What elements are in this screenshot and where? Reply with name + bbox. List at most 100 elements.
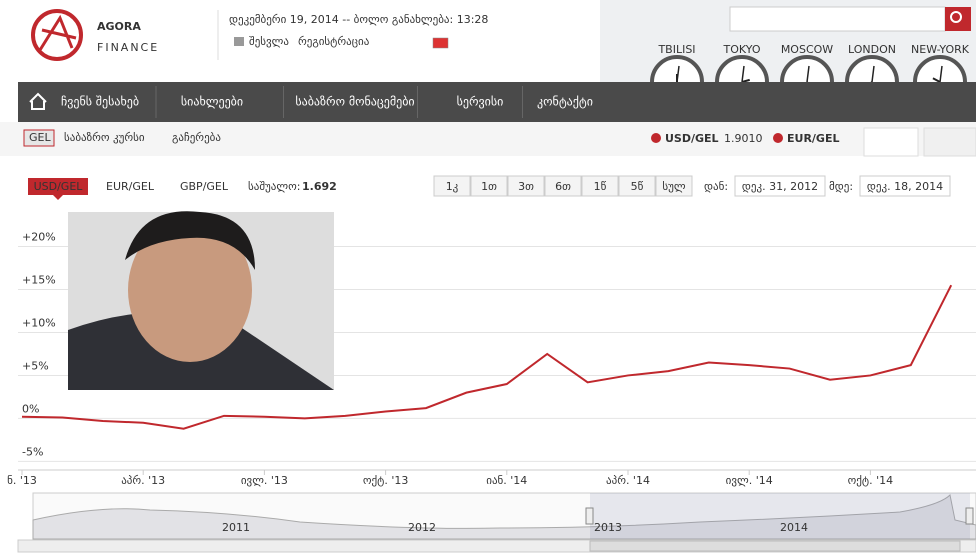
average-label: საშუალო:: [248, 180, 300, 193]
y-tick-label: 0%: [22, 402, 39, 415]
from-date: დეკ. 31, 2012: [742, 180, 818, 193]
search-input[interactable]: [729, 6, 946, 32]
line: [21, 284, 953, 430]
x-tick-label: ივლ. '13: [241, 474, 288, 487]
average: 1.692: [302, 180, 337, 193]
y-tick-label: -5%: [22, 445, 43, 458]
range-label[interactable]: 6თ: [555, 180, 571, 193]
range-label[interactable]: 1თ: [481, 180, 497, 193]
range-button[interactable]: [544, 175, 582, 197]
clock-city: TBILISI: [657, 43, 695, 56]
currency-badge: [23, 129, 55, 147]
clock-hand: [741, 65, 745, 83]
y-tick-label: +5%: [22, 359, 49, 372]
clock-city: NEW-YORK: [911, 43, 970, 56]
photo-face: [128, 218, 252, 362]
range-button[interactable]: [618, 175, 656, 197]
clock-hand: [871, 65, 875, 83]
clock-hand: [806, 65, 810, 83]
nav-bar: [18, 82, 976, 122]
range-button[interactable]: [507, 175, 545, 197]
y-tick-label: +20%: [22, 230, 56, 243]
from-input[interactable]: [734, 175, 826, 197]
y-tick-label: +10%: [22, 316, 56, 329]
navigator-year: 2013: [594, 521, 622, 534]
nav-item[interactable]: ჩვენს შესახებ: [61, 95, 139, 109]
view-tab[interactable]: [863, 127, 919, 157]
clock-hand: [932, 77, 941, 83]
currency-tab[interactable]: EUR/GEL: [106, 180, 155, 193]
rate-up-icon: [773, 133, 783, 143]
usd-label: USD/GEL: [665, 132, 719, 145]
currency: GEL: [29, 131, 51, 144]
tab-active: [28, 178, 88, 195]
subbar-bg: [0, 122, 976, 156]
x-tick-label: აპრ. '14: [606, 474, 650, 487]
navigator-handle[interactable]: [585, 507, 594, 525]
home-icon[interactable]: [29, 92, 47, 110]
clock-city: MOSCOW: [781, 43, 833, 56]
scrollbar-thumb[interactable]: [589, 540, 961, 552]
date: დეკემბერი 19, 2014 -- ბოლო განახლება: 13…: [229, 13, 488, 26]
clock-hand: [939, 65, 943, 83]
currency-tab[interactable]: GBP/GEL: [180, 180, 229, 193]
range-button[interactable]: [581, 175, 619, 197]
login[interactable]: შესვლა: [249, 35, 289, 48]
nav-item[interactable]: სიახლეები: [181, 95, 243, 109]
flag[interactable]: [432, 37, 449, 49]
rate-up-icon: [651, 133, 661, 143]
x-tick-label: ივლ. '14: [726, 474, 773, 487]
logo-word: FINANCE: [97, 41, 159, 54]
photo-hair: [125, 211, 255, 270]
register[interactable]: რეგისტრაცია: [298, 35, 370, 48]
logo[interactable]: AGORA FINANCE: [31, 9, 159, 61]
x-tick-label: იან. '14: [486, 474, 527, 487]
navigator-handle[interactable]: [965, 507, 974, 525]
logo-ring: [31, 9, 83, 61]
range-label[interactable]: სულ: [662, 180, 685, 193]
view-tab[interactable]: [923, 127, 976, 157]
to-input[interactable]: [859, 175, 951, 197]
x-tick-label: ნ. '13: [7, 474, 37, 487]
to-date: დეკ. 18, 2014: [867, 180, 943, 193]
range-button[interactable]: [655, 175, 693, 197]
range-label[interactable]: 3თ: [518, 180, 534, 193]
range-label[interactable]: 5წ: [631, 180, 644, 193]
logo-word: AGORA: [97, 20, 141, 33]
from-label: დან:: [704, 180, 728, 193]
range-label[interactable]: 1კ: [446, 180, 459, 193]
login-icon: [234, 37, 244, 46]
nav-item[interactable]: საბაზრო მონაცემები: [295, 95, 414, 109]
nav-item[interactable]: სერვისი: [457, 95, 504, 109]
range-button[interactable]: [433, 175, 471, 197]
clock-hand: [676, 65, 680, 83]
x-tick-label: ოქტ. '13: [363, 474, 409, 487]
navigator-year: 2014: [780, 521, 808, 534]
nav-item[interactable]: კონტაქტი: [537, 95, 593, 109]
navigator-years: 2011 2012 2013 2014: [222, 521, 808, 534]
clock-city: LONDON: [848, 43, 896, 56]
navigator-year: 2012: [408, 521, 436, 534]
eur-label: EUR/GEL: [787, 132, 840, 145]
chart-panel: USD/GEL EUR/GEL GBP/GEL საშუალო: 1.692 1კ 1თ 3თ…: [28, 175, 951, 200]
x-tick-label: ოქტ. '14: [848, 474, 894, 487]
search-button[interactable]: [945, 7, 971, 31]
tab-pointer: [53, 195, 63, 200]
navigator-window[interactable]: [590, 493, 970, 539]
stop[interactable]: გაჩერება: [172, 131, 221, 144]
usd-rate: 1.9010: [724, 132, 763, 145]
x-tick-label: აპრ. '13: [121, 474, 165, 487]
currency-tab[interactable]: USD/GEL: [34, 180, 84, 193]
nav: ჩვენს შესახებ სიახლეები საბაზრო მონაცემები…: [61, 86, 593, 118]
photo: [68, 211, 334, 390]
range-label[interactable]: 1წ: [594, 180, 607, 193]
range-button[interactable]: [470, 175, 508, 197]
navigator-area: [32, 493, 976, 540]
navigator-year: 2011: [222, 521, 250, 534]
clock-hand: [741, 78, 750, 83]
rate-link[interactable]: საბაზრო კურსი: [64, 131, 145, 144]
y-tick-label: +15%: [22, 273, 56, 286]
to-label: მდე:: [829, 180, 853, 193]
